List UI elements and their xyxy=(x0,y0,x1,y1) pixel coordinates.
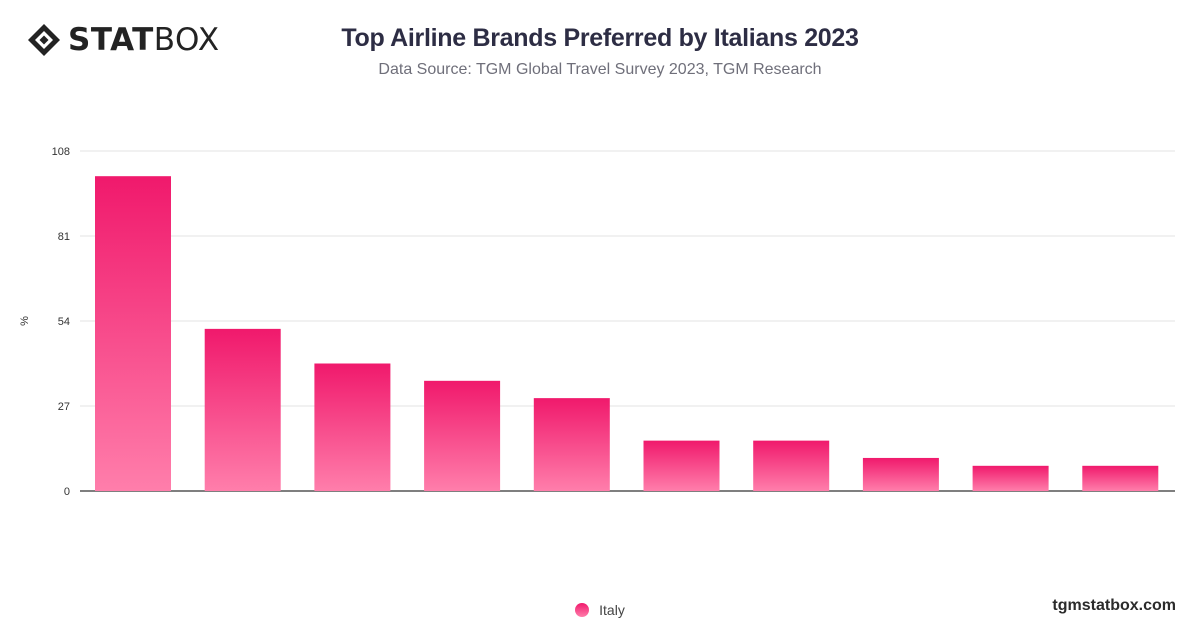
y-tick-label: 27 xyxy=(58,401,70,413)
bar-10[interactable] xyxy=(1082,465,1159,491)
logo-wordmark-light: BOX xyxy=(153,22,220,58)
statbox-logo: STATBOX xyxy=(26,22,220,58)
y-tick-label: 81 xyxy=(58,231,70,243)
bar-2[interactable] xyxy=(204,328,281,491)
bar-5[interactable] xyxy=(533,398,610,491)
bar-7[interactable] xyxy=(753,440,830,491)
bar-4[interactable] xyxy=(424,380,501,491)
chart-title: Top Airline Brands Preferred by Italians… xyxy=(341,24,859,52)
statbox-logo-icon xyxy=(28,24,60,56)
bar-1[interactable] xyxy=(95,176,171,491)
legend-swatch-italy xyxy=(575,603,590,617)
brand-url: tgmstatbox.com xyxy=(1052,597,1176,614)
bar-9[interactable] xyxy=(972,465,1049,491)
y-axis-label: % xyxy=(19,316,31,326)
legend-label-italy: Italy xyxy=(599,602,625,618)
y-axis-ticks: 0 27 54 81 108 xyxy=(52,146,70,498)
logo-wordmark-bold: STAT xyxy=(68,22,154,58)
legend[interactable]: Italy xyxy=(0,602,1200,618)
chart-subtitle: Data Source: TGM Global Travel Survey 20… xyxy=(378,61,822,78)
bar-8[interactable] xyxy=(862,457,939,491)
y-tick-label: 0 xyxy=(64,486,70,498)
bar-3[interactable] xyxy=(314,363,391,492)
bar-6[interactable] xyxy=(643,440,720,491)
bars xyxy=(95,176,1159,492)
y-tick-label: 108 xyxy=(52,146,70,158)
y-tick-label: 54 xyxy=(58,316,70,328)
logo-wordmark: STATBOX xyxy=(68,22,220,58)
